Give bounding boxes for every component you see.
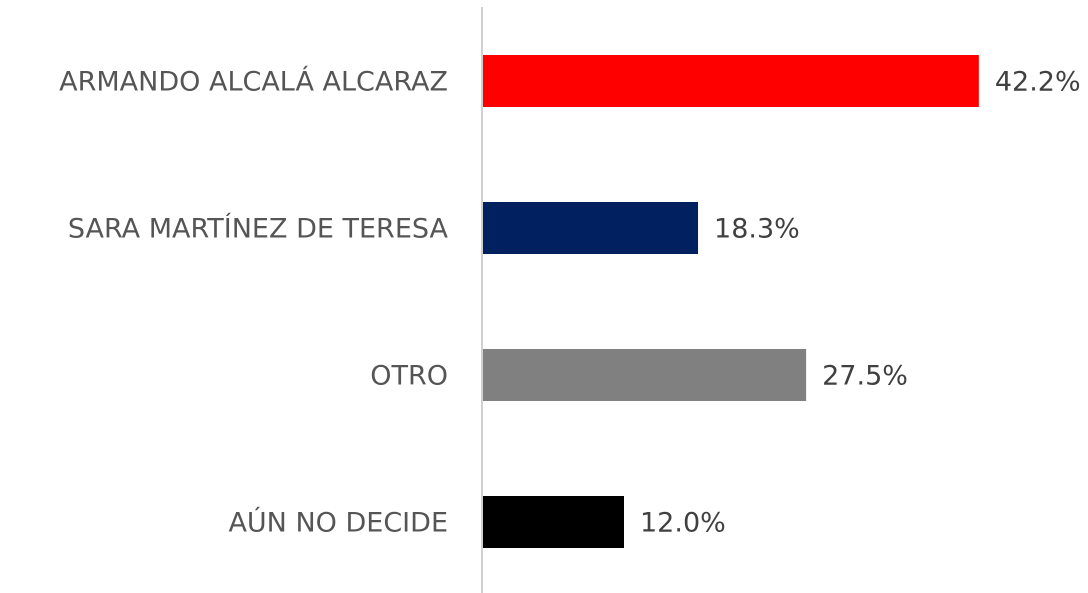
bar <box>483 349 807 401</box>
value-label: 42.2% <box>995 67 1081 98</box>
bar <box>483 55 979 107</box>
category-label: OTRO <box>370 361 448 392</box>
category-label: AÚN NO DECIDE <box>228 507 448 539</box>
bar <box>483 496 624 548</box>
category-label: SARA MARTÍNEZ DE TERESA <box>68 213 449 245</box>
value-label: 18.3% <box>714 214 800 245</box>
category-label: ARMANDO ALCALÁ ALCARAZ <box>59 66 448 98</box>
value-label: 12.0% <box>640 508 726 539</box>
bar <box>483 202 699 254</box>
value-label: 27.5% <box>822 361 908 392</box>
